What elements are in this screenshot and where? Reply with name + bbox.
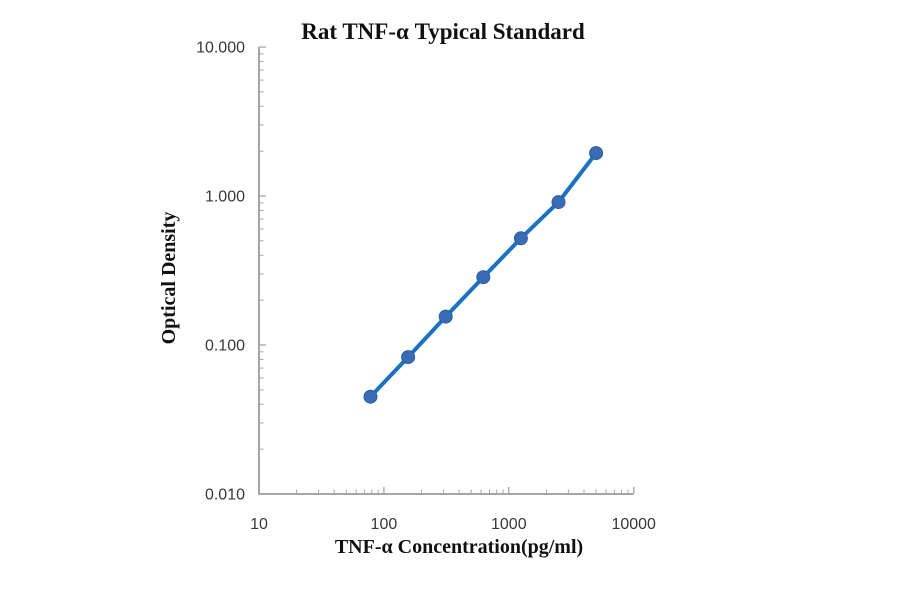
axis-ticks	[258, 46, 635, 495]
axes	[258, 47, 634, 495]
tick-labels: 10 100 1000 10000 10.000 1.000 0.100 0.010	[196, 40, 656, 534]
y-tick-label: 1.000	[205, 189, 245, 206]
data-point	[513, 231, 528, 246]
x-tick-label: 10000	[611, 516, 656, 533]
data-point	[401, 350, 416, 365]
x-axis-title: TNF-α Concentration(pg/ml)	[335, 536, 583, 558]
y-axis-title: Optical Density	[158, 212, 180, 345]
y-tick-label: 0.100	[205, 338, 245, 355]
data-point	[589, 146, 604, 161]
x-tick-label: 100	[371, 516, 398, 533]
data-point	[363, 389, 378, 404]
y-tick-label: 0.010	[205, 487, 245, 504]
data-point	[476, 270, 491, 285]
x-tick-label: 10	[250, 516, 268, 533]
x-tick-label: 1000	[491, 516, 527, 533]
chart-title: Rat TNF-α Typical Standard	[301, 19, 585, 44]
y-tick-label: 10.000	[196, 40, 245, 57]
data-point	[551, 195, 566, 210]
data-series	[363, 146, 604, 404]
data-point	[438, 309, 453, 324]
